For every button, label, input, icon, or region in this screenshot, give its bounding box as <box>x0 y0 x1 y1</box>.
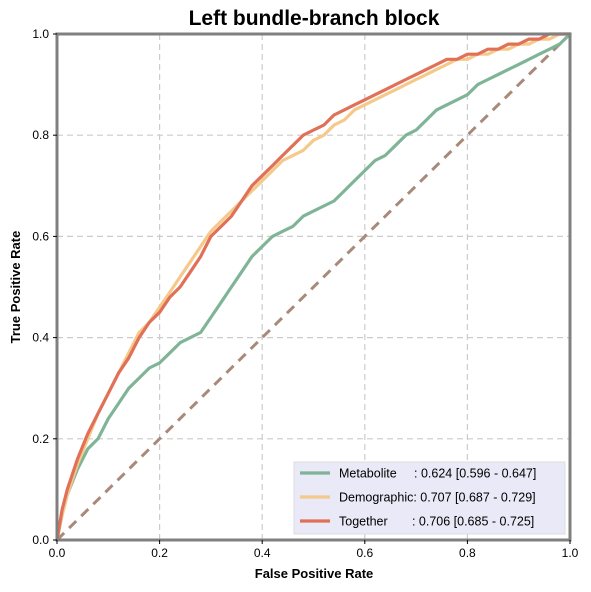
roc-line-together <box>55 32 572 542</box>
x-tick-label: 0.0 <box>49 546 66 560</box>
roc-line-demographic <box>55 32 572 542</box>
diagonal-reference <box>55 32 572 542</box>
plot-frame <box>55 32 572 542</box>
legend-entry: Demographic: 0.707 [0.687 - 0.729] <box>339 491 536 505</box>
y-tick-label: 0.4 <box>32 331 49 345</box>
x-tick-label: 0.8 <box>459 546 476 560</box>
grid <box>57 34 570 540</box>
x-axis-label: False Positive Rate <box>255 566 374 581</box>
y-tick-label: 0.6 <box>32 229 49 243</box>
legend-entry: Together : 0.706 [0.685 - 0.725] <box>339 515 534 529</box>
x-tick-label: 1.0 <box>562 546 579 560</box>
legend-entry: Metabolite : 0.624 [0.596 - 0.647] <box>339 467 536 481</box>
y-ticks: 0.0 0.2 0.4 0.6 0.8 1.0 <box>32 27 57 547</box>
roc-line-metabolite <box>55 32 572 542</box>
diagonal-line <box>55 32 572 542</box>
x-tick-label: 0.2 <box>151 546 168 560</box>
x-tick-label: 0.4 <box>254 546 271 560</box>
x-ticks: 0.0 0.2 0.4 0.6 0.8 1.0 <box>49 540 579 560</box>
y-tick-label: 0.2 <box>32 432 49 446</box>
chart-title: Left bundle-branch block <box>189 7 440 30</box>
roc-curves <box>55 32 572 542</box>
y-tick-label: 1.0 <box>32 27 49 41</box>
y-tick-label: 0.8 <box>32 128 49 142</box>
legend: Metabolite : 0.624 [0.596 - 0.647] Demogr… <box>293 461 566 535</box>
legend-box <box>293 461 566 535</box>
y-axis-label: True Positive Rate <box>8 231 23 344</box>
y-tick-label: 0.0 <box>32 533 49 547</box>
x-tick-label: 0.6 <box>356 546 373 560</box>
